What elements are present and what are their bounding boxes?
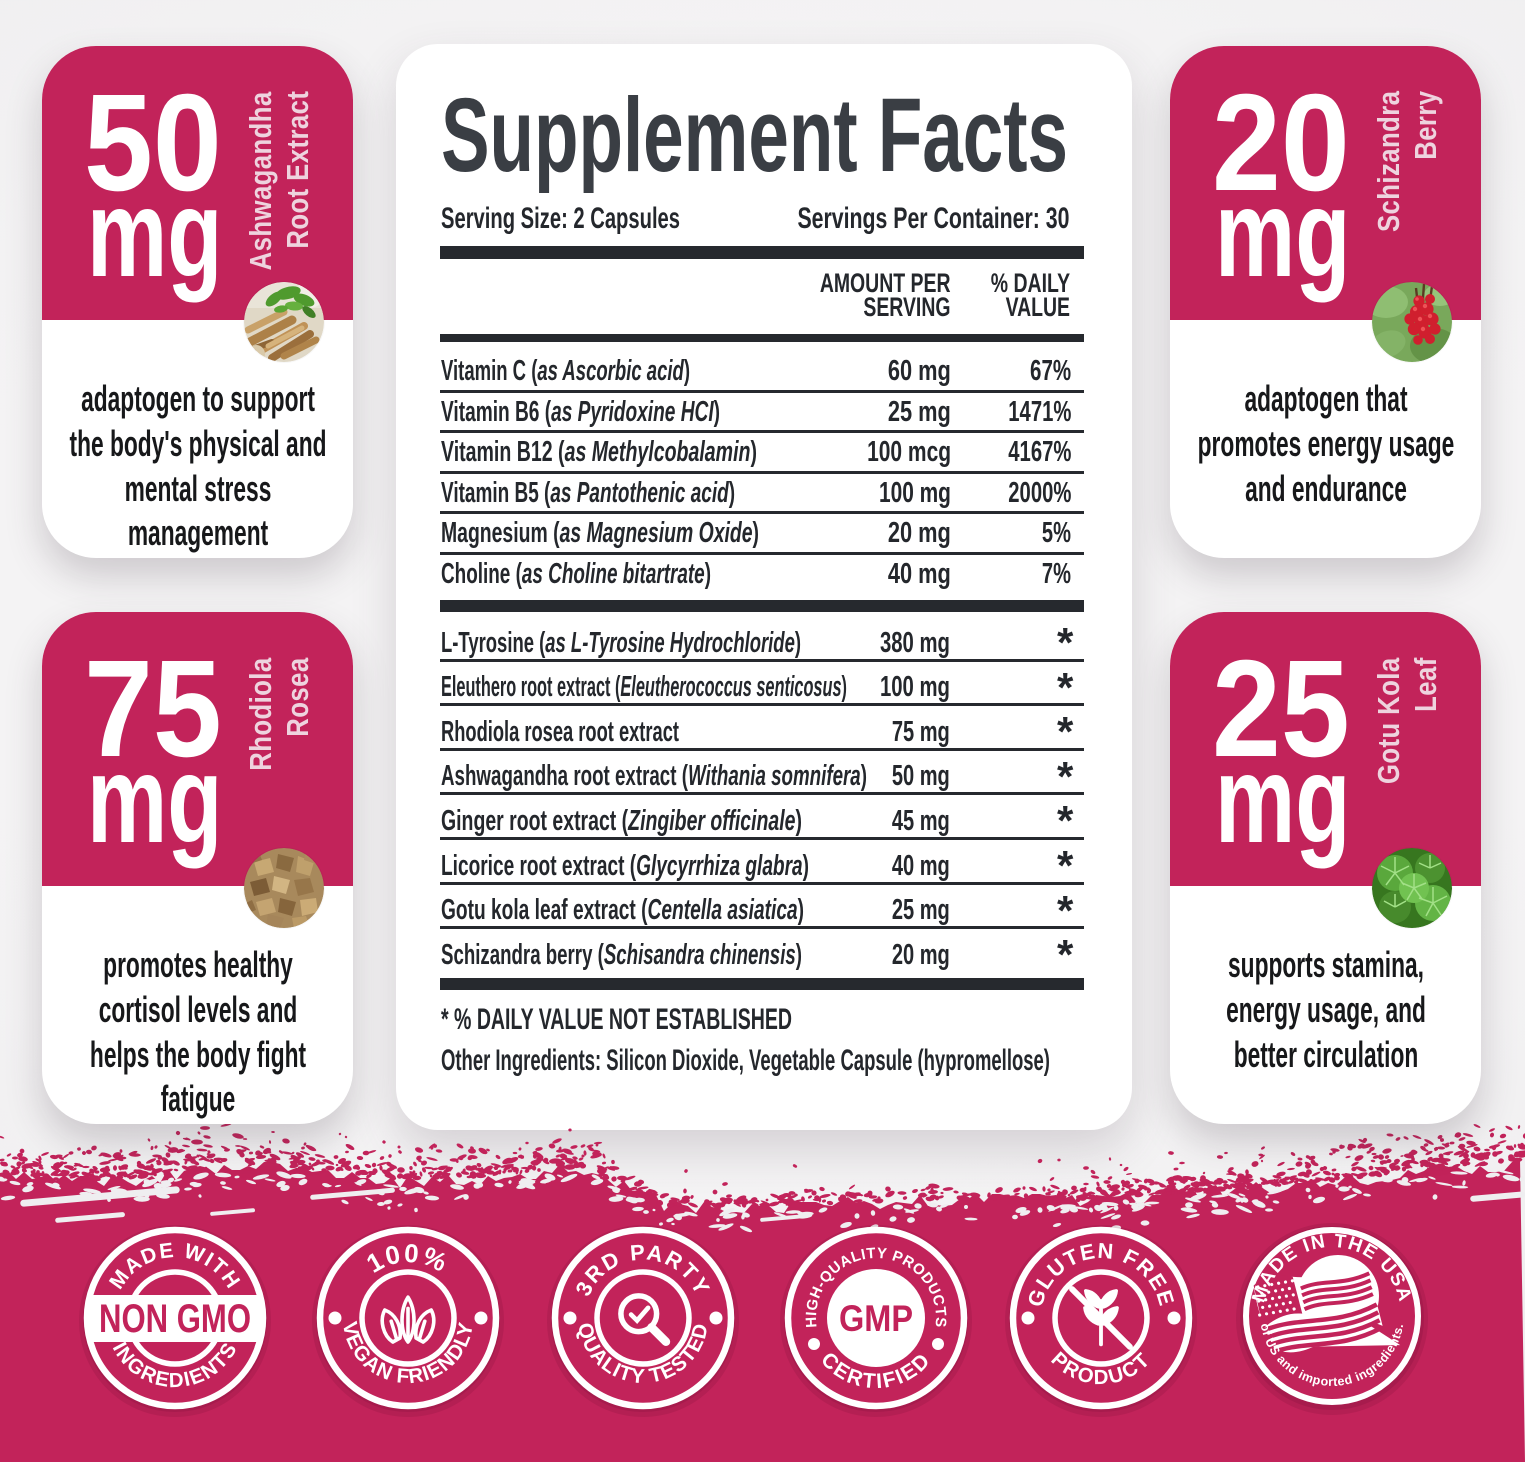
svg-text:GMP: GMP: [839, 1298, 913, 1339]
svg-text:NON GMO: NON GMO: [99, 1297, 251, 1341]
